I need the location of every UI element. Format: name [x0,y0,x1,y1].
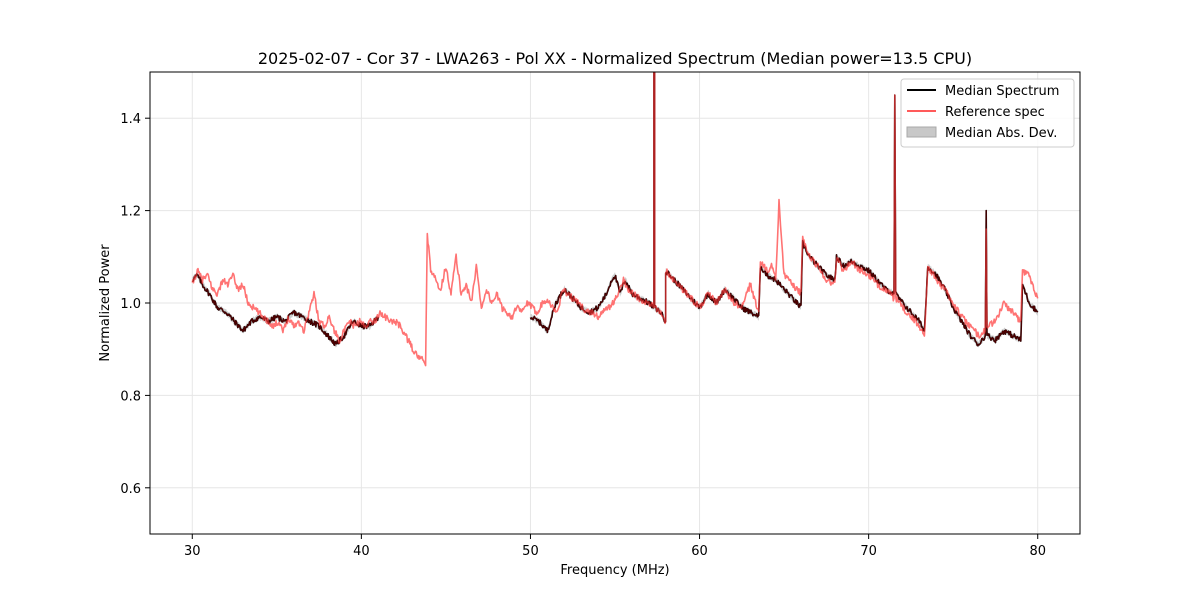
overlap-line [192,273,379,346]
x-axis-label: Frequency (MHz) [560,563,669,578]
y-tick-label: 1.4 [120,112,141,127]
x-tick-label: 50 [522,544,539,559]
data-area [191,72,1039,367]
legend: Median Spectrum Reference spec Median Ab… [900,78,1075,148]
chart-title: 2025-02-07 - Cor 37 - LWA263 - Pol XX - … [258,49,972,68]
y-tick-label: 0.8 [120,389,141,404]
legend-box [900,78,1075,148]
mad-band [530,72,1038,348]
overlap-line [529,72,1039,347]
x-tick-label: 30 [184,544,201,559]
x-tick-label: 60 [691,544,708,559]
y-axis-label: Normalized Power [98,244,113,362]
legend-median-label: Median Spectrum [945,84,1059,99]
legend-mad-swatch [906,126,937,138]
x-tick-label: 80 [1029,544,1046,559]
y-tick-label: 1.2 [120,205,141,220]
y-tick-label: 0.6 [120,482,141,497]
legend-reference-label: Reference spec [945,105,1045,120]
ticks: 30 40 50 60 70 80 0.6 0.8 1.0 1.2 1.4 [120,112,1046,559]
y-tick-label: 1.0 [120,297,141,312]
legend-mad-label: Median Abs. Dev. [945,126,1057,141]
x-tick-label: 40 [353,544,370,559]
x-tick-label: 70 [860,544,877,559]
